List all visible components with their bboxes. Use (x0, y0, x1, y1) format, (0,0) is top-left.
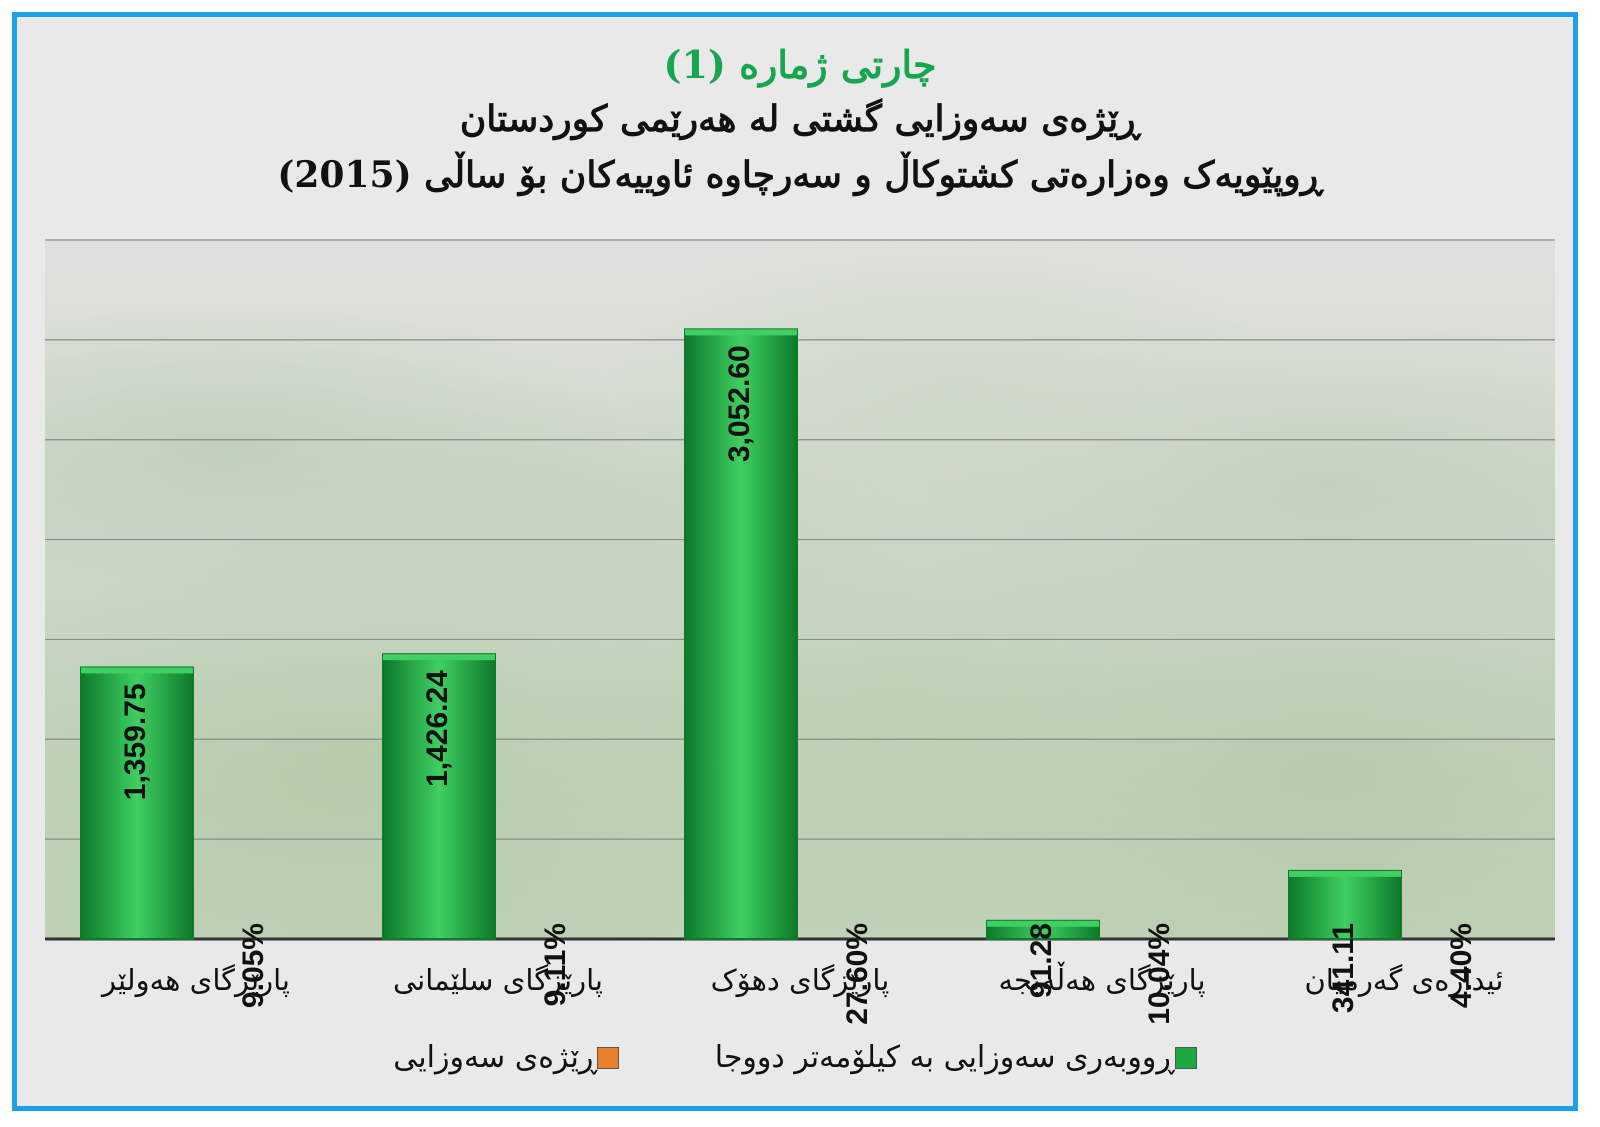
bar-value-label: 91.28 (1025, 923, 1058, 998)
legend-item-ratio: ڕێژەی سەوزایی (393, 1040, 629, 1075)
legend-label-area: ڕووبەری سەوزایی بە کیلۆمەتر دووجا (714, 1040, 1175, 1075)
data-labels: 1,359.75 9.05% 1,426.24 9.11% 3,052.60 27.60%… (119, 345, 1478, 1024)
bar-value-label: 341.11 (1327, 923, 1360, 1013)
percent-label: 9.11% (539, 923, 572, 1006)
legend-swatch-area (1174, 1046, 1197, 1069)
legend-item-area: ڕووبەری سەوزایی بە کیلۆمەتر دووجا (715, 1040, 1207, 1075)
bar-value-label: 1,426.24 (421, 670, 454, 787)
percent-label: 10.04% (1143, 923, 1176, 1025)
bar (382, 653, 496, 940)
bar-top-bevel (383, 654, 495, 661)
bar-top-bevel (685, 329, 797, 336)
percent-label: 27.60% (841, 923, 874, 1025)
percent-label: 9.05% (237, 923, 270, 1008)
legend-label-ratio: ڕێژەی سەوزایی (393, 1040, 598, 1075)
category-label: پارێزگای دهۆک (711, 963, 890, 998)
bar-value-label: 3,052.60 (723, 345, 756, 462)
bar-value-label: 1,359.75 (119, 683, 152, 800)
legend: ڕووبەری سەوزایی بە کیلۆمەتر دووجا ڕێژەی … (0, 1040, 1600, 1077)
bar-top-bevel (1289, 870, 1401, 877)
bar (1288, 869, 1402, 941)
category-label: پارێزگای هەڵەبجە (998, 962, 1205, 998)
bar-top-bevel (81, 667, 193, 674)
chart-number-title: چارتی ژمارە (1) (663, 42, 937, 87)
percent-label: 4.40% (1445, 923, 1478, 1008)
legend-swatch-ratio (597, 1046, 620, 1069)
grid-lines (45, 239, 1555, 941)
category-label: پارێزگای سلێمانی (393, 963, 603, 998)
bars (80, 328, 1402, 941)
category-label: پارێزگای هەولێر (100, 963, 290, 998)
chart-subtitle: ڕوپێویەک وەزارەتی کشتوکاڵ و سەرچاوە ئاوی… (277, 154, 1323, 196)
category-labels: پارێزگای هەولێر پارێزگای سلێمانی پارێزگای … (100, 962, 1503, 998)
bar (80, 666, 194, 940)
category-label: ئیدارەی گەرمیان (1305, 963, 1504, 997)
plot-background-photo (45, 240, 1555, 939)
chart-main-title: ڕێژەی سەوزایی گشتی لە هەرێمی کوردستان (459, 98, 1141, 140)
bar-top-bevel (987, 920, 1099, 927)
